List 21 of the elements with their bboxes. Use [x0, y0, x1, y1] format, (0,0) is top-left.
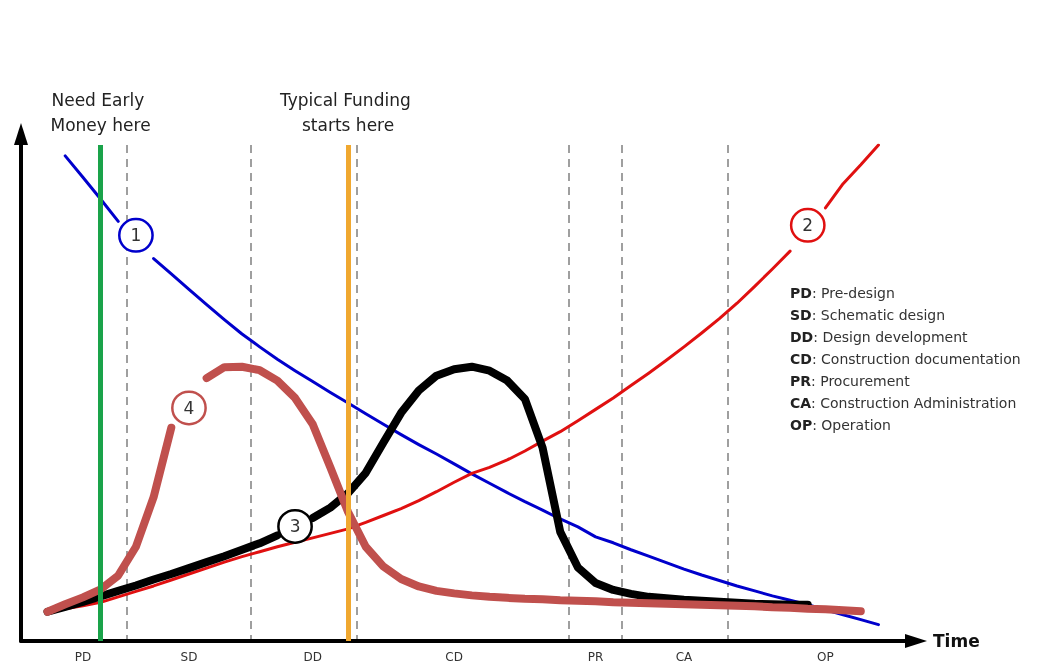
annotation: 3 [289, 516, 301, 537]
annotation: OP: Operation [790, 417, 892, 433]
x-tick-label: PR [587, 650, 604, 664]
annotation: CD: Construction documentation [790, 351, 1021, 367]
x-axis-title: Time [933, 631, 980, 651]
x-tick-label: OP [817, 650, 834, 664]
x-tick-label: SD [180, 650, 198, 664]
x-tick-label: PD [74, 650, 92, 664]
annotation: CA: Construction Administration [790, 395, 1017, 411]
annotation: PR: Procurement [790, 373, 911, 389]
text: Need Early Money here [50, 89, 151, 135]
x-tick-label: CA [675, 650, 694, 664]
annotation: SD: Schematic design [790, 307, 946, 323]
annotation: DD: Design development [790, 329, 969, 345]
annotation: 1 [130, 225, 142, 246]
x-tick-label: CD [445, 650, 463, 664]
text: Typical Funding starts here [279, 89, 417, 135]
annotation: PD: Pre-design [790, 285, 895, 301]
annotation: 2 [802, 215, 814, 236]
x-tick-label: DD [303, 650, 322, 664]
annotation: 4 [183, 397, 195, 418]
